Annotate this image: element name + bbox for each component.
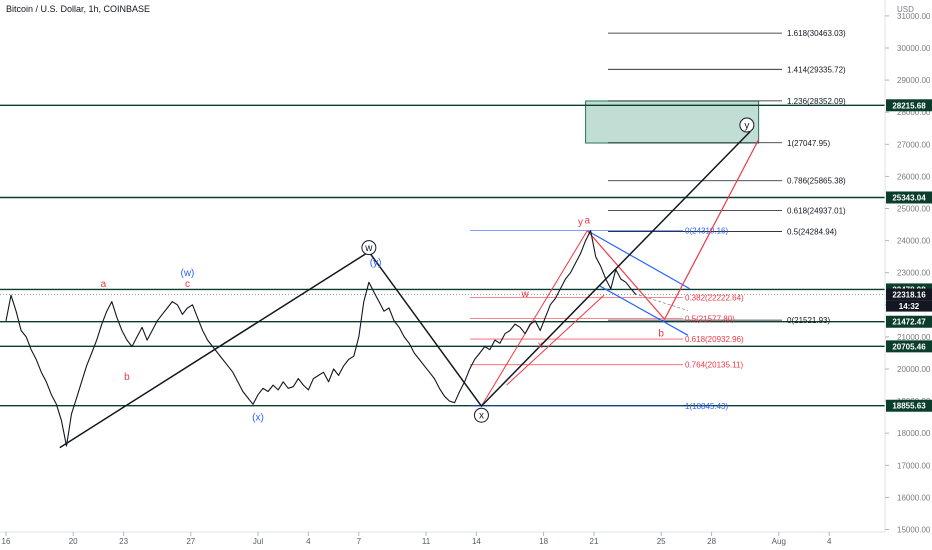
horizontal-levels[interactable] xyxy=(0,104,885,407)
time-tick-label: 11 xyxy=(422,537,431,546)
level-price-badge: 21472.47 xyxy=(892,318,926,327)
price-tick-label: 23000.00 xyxy=(897,269,931,278)
fib-extension-label: 0.5(24284.94) xyxy=(787,227,837,236)
price-tick-label: 20000.00 xyxy=(897,365,931,374)
wave-label: (y) xyxy=(370,258,382,269)
wave-label: x xyxy=(479,411,484,422)
target-zone xyxy=(585,100,760,144)
time-tick-label: Aug xyxy=(772,537,786,546)
fib-retracement-label: 0.5(21577.80) xyxy=(685,314,735,323)
time-tick-label: 20 xyxy=(69,537,78,546)
last-price-badge: 22318.16 xyxy=(892,291,926,300)
wave-label: a xyxy=(584,215,590,226)
blue-channel-lower[interactable] xyxy=(598,285,689,336)
time-tick-label: Jul xyxy=(253,537,263,546)
wave-label-circle xyxy=(473,407,489,423)
time-tick-label: 7 xyxy=(357,537,362,546)
price-tick-label: 29000.00 xyxy=(897,76,931,85)
wave-label: w xyxy=(364,243,373,254)
time-axis[interactable]: 16 20 23 27 Jul 4 7 11 14 18 21 25 28 Aug 4 xyxy=(2,532,832,546)
price-tick-label: 24000.00 xyxy=(897,237,931,246)
price-tick-label: 26000.00 xyxy=(897,172,931,181)
level-price-badge-bg xyxy=(886,315,932,328)
price-tick-label: 18000.00 xyxy=(897,429,931,438)
level-price-badge-bg xyxy=(886,99,932,112)
fib-extension-label: 0.618(24937.01) xyxy=(787,207,846,216)
currency-label: USD xyxy=(897,5,914,14)
countdown-badge-bg xyxy=(886,300,932,312)
wave-path[interactable] xyxy=(59,130,751,449)
fib-extension-label: 1.618(30463.03) xyxy=(787,29,846,38)
fib-extension-label: 1.236(28352.09) xyxy=(787,97,846,106)
fib-retracement-label: 0.382(22222.64) xyxy=(685,294,744,303)
price-tick-label: 25000.00 xyxy=(897,205,931,214)
fib-extension[interactable]: 1.618(30463.03) 1.414(29335.72) 1.236(2835… xyxy=(608,29,846,325)
level-price-badge: 28215.68 xyxy=(892,101,926,110)
price-tick-label: 28000.00 xyxy=(897,108,931,117)
fib-extension-label: 1.414(29335.72) xyxy=(787,65,846,74)
time-tick-label: 14 xyxy=(472,537,481,546)
price-badges: 28215.6825343.0422478.9821472.4720705.46… xyxy=(886,99,932,412)
time-tick-label: 23 xyxy=(119,537,128,546)
time-tick-label: 27 xyxy=(186,537,195,546)
wave-label: y xyxy=(744,121,749,132)
wave-label: a xyxy=(101,279,107,290)
fib-retracement-label: 1(18845.43) xyxy=(685,402,728,411)
fib-retracement-label: 0.618(20932.96) xyxy=(685,335,744,344)
fib-retracement[interactable]: 0(24310.16) 0.382(22222.64) 0.5(21577.80) 0… xyxy=(470,227,744,411)
red-projection-down[interactable] xyxy=(586,230,666,320)
price-tick-label: 31000.00 xyxy=(897,12,931,21)
level-price-badge-bg xyxy=(886,399,932,412)
price-tick-label: 27000.00 xyxy=(897,140,931,149)
fib-extension-label: 1(27047.95) xyxy=(787,139,830,148)
wave-label: w xyxy=(521,289,530,300)
level-price-badge-bg xyxy=(886,191,932,204)
red-projection-up[interactable] xyxy=(664,139,760,320)
fib-extension-label: 0.786(25865.38) xyxy=(787,177,846,186)
level-price-badge-bg xyxy=(886,340,932,353)
level-price-badge: 20705.46 xyxy=(892,342,926,351)
time-tick-label: 16 xyxy=(2,537,11,546)
wave-label-circle xyxy=(361,240,377,256)
level-price-badge: 25343.04 xyxy=(892,193,926,202)
price-series xyxy=(5,230,637,447)
wave-label: b xyxy=(124,372,130,383)
fib-retracement-label: 0(24310.16) xyxy=(685,227,728,236)
wave-label: x xyxy=(538,340,543,351)
time-tick-label: 18 xyxy=(539,537,548,546)
wave-label: b xyxy=(658,328,664,339)
fib-retracement-label: 0.764(20135.11) xyxy=(685,361,743,370)
time-tick-label: 4 xyxy=(827,537,832,546)
trend-channels[interactable] xyxy=(481,139,760,407)
price-tick-label: 15000.00 xyxy=(897,526,931,535)
red-channel-line[interactable] xyxy=(506,294,605,386)
target-zone-box xyxy=(585,100,760,144)
blue-channel-upper[interactable] xyxy=(586,230,691,290)
wave-lines[interactable] xyxy=(59,130,751,449)
price-tick-label: 30000.00 xyxy=(897,44,931,53)
fib-extension-label: 0(21521.93) xyxy=(787,316,830,325)
level-price-badge: 18855.63 xyxy=(892,402,926,411)
dashed-projection[interactable] xyxy=(634,293,689,311)
time-tick-label: 28 xyxy=(707,537,716,546)
price-tick-label: 16000.00 xyxy=(897,493,931,502)
countdown-badge: 14:32 xyxy=(899,302,920,311)
time-tick-label: 4 xyxy=(306,537,311,546)
price-tick-label: 21000.00 xyxy=(897,333,931,342)
red-channel-line[interactable] xyxy=(481,230,588,407)
last-price-badge-bg xyxy=(886,288,932,301)
wave-label: (x) xyxy=(252,412,264,423)
time-tick-label: 25 xyxy=(657,537,666,546)
chart-title: Bitcoin / U.S. Dollar, 1h, COINBASE xyxy=(6,4,150,14)
wave-label: (w) xyxy=(180,268,194,279)
wave-label-circle xyxy=(739,117,755,133)
price-tick-label: 17000.00 xyxy=(897,461,931,470)
price-line xyxy=(5,230,637,447)
wave-label: y xyxy=(578,217,583,228)
wave-label: c xyxy=(185,279,190,290)
time-tick-label: 21 xyxy=(590,537,599,546)
